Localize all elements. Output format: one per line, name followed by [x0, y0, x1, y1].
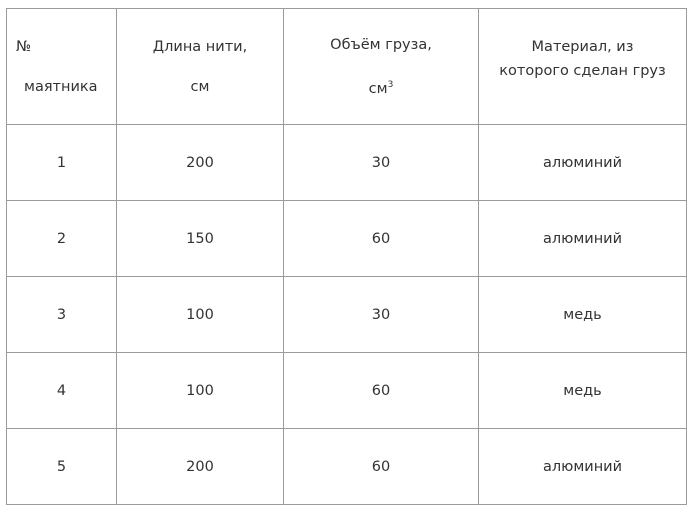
- pendulum-table: № маятника Длина нити, см Объём груза, с…: [6, 8, 687, 505]
- table-row: 5 200 60 алюминий: [6, 428, 687, 505]
- table-row: 4 100 60 медь: [6, 352, 687, 429]
- cell-material: медь: [478, 352, 687, 429]
- cell-number: 2: [6, 200, 117, 277]
- header-number-label: маятника: [24, 78, 98, 95]
- cell-volume: 60: [283, 428, 479, 505]
- table-row: 2 150 60 алюминий: [6, 200, 687, 277]
- cell-volume: 60: [283, 200, 479, 277]
- header-length: Длина нити, см: [116, 8, 284, 125]
- header-volume-label: Объём груза,: [330, 36, 432, 53]
- header-number: № маятника: [6, 8, 117, 125]
- cell-number: 5: [6, 428, 117, 505]
- header-row: № маятника Длина нити, см Объём груза, с…: [6, 8, 687, 125]
- cell-number: 4: [6, 352, 117, 429]
- cell-volume: 30: [283, 276, 479, 353]
- table-row: 3 100 30 медь: [6, 276, 687, 353]
- unit-text: см: [368, 80, 388, 97]
- header-length-unit: см: [190, 78, 210, 95]
- cell-material: алюминий: [478, 428, 687, 505]
- cell-material: алюминий: [478, 200, 687, 277]
- cell-length: 200: [116, 124, 284, 201]
- header-volume: Объём груза, см3: [283, 8, 479, 125]
- cell-length: 150: [116, 200, 284, 277]
- cell-length: 200: [116, 428, 284, 505]
- cell-material: медь: [478, 276, 687, 353]
- cell-volume: 30: [283, 124, 479, 201]
- header-material: Материал, из которого сделан груз: [478, 8, 687, 125]
- header-material-line1: Материал, из: [531, 39, 634, 55]
- cell-volume: 60: [283, 352, 479, 429]
- header-length-label: Длина нити,: [152, 38, 248, 55]
- cell-length: 100: [116, 352, 284, 429]
- cell-number: 1: [6, 124, 117, 201]
- cell-material: алюминий: [478, 124, 687, 201]
- unit-sup: 3: [387, 79, 394, 90]
- cell-length: 100: [116, 276, 284, 353]
- cell-number: 3: [6, 276, 117, 353]
- header-number-symbol: №: [16, 38, 32, 55]
- table-row: 1 200 30 алюминий: [6, 124, 687, 201]
- header-volume-unit: см3: [284, 65, 478, 109]
- header-material-line2: которого сделан груз: [499, 63, 666, 79]
